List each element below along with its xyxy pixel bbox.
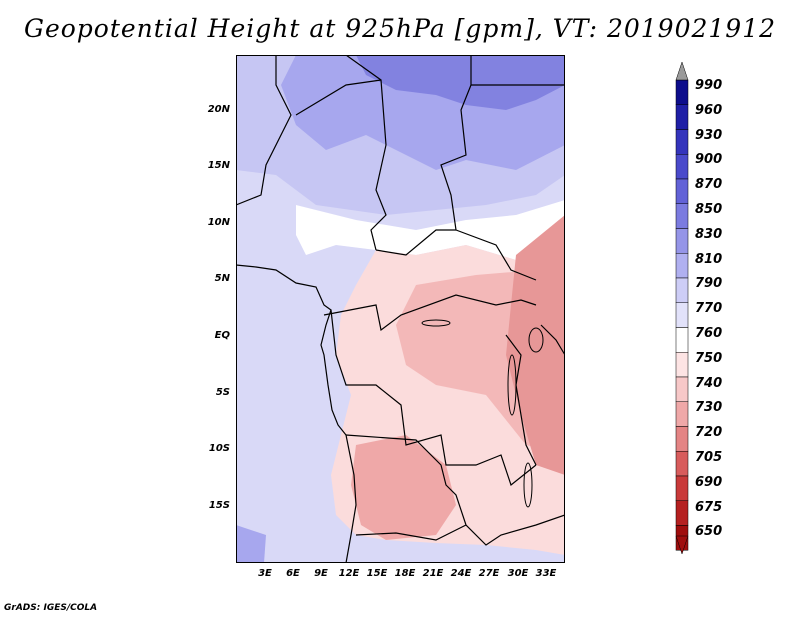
colorbar-swatch [675, 253, 689, 279]
colorbar-label-730: 730 [695, 400, 723, 415]
colorbar-label-960: 960 [695, 103, 723, 118]
lon-label-3e: 3E [258, 568, 272, 579]
colorbar-swatch [675, 178, 689, 204]
lon-label-27e: 27E [478, 568, 500, 579]
colorbar [675, 61, 689, 555]
colorbar-swatch [675, 401, 689, 427]
lon-label-24e: 24E [450, 568, 472, 579]
lat-label-5s: 5S [215, 387, 230, 398]
map-frame [236, 55, 565, 563]
colorbar-swatch [675, 376, 689, 402]
colorbar-swatch [675, 79, 689, 105]
colorbar-label-900: 900 [695, 152, 723, 167]
colorbar-swatch [675, 327, 689, 353]
lon-label-30e: 30E [507, 568, 529, 579]
colorbar-swatch [675, 154, 689, 180]
colorbar-swatch [675, 500, 689, 526]
colorbar-swatch [675, 104, 689, 130]
lon-label-6e: 6E [286, 568, 300, 579]
map-panel [236, 55, 565, 563]
colorbar-swatch [675, 228, 689, 254]
colorbar-bottom-arrow [675, 535, 689, 555]
colorbar-label-790: 790 [695, 276, 723, 291]
colorbar-label-750: 750 [695, 351, 723, 366]
colorbar-label-720: 720 [695, 425, 723, 440]
lat-label-10n: 10N [207, 217, 230, 228]
colorbar-boxes [675, 79, 689, 551]
lon-label-21e: 21E [422, 568, 444, 579]
lon-label-18e: 18E [394, 568, 416, 579]
geopotential-field-map [236, 55, 565, 563]
colorbar-label-990: 990 [695, 78, 723, 93]
colorbar-swatch [675, 277, 689, 303]
lat-label-15s: 15S [208, 500, 230, 511]
lat-label-eq: EQ [214, 330, 230, 341]
colorbar-label-675: 675 [695, 500, 723, 515]
lat-label-5n: 5N [214, 273, 230, 284]
colorbar-swatch [675, 302, 689, 328]
field-atlantic [236, 260, 336, 563]
colorbar-label-930: 930 [695, 128, 723, 143]
colorbar-swatch [675, 426, 689, 452]
colorbar-top-arrow [675, 61, 689, 81]
field-southwest-blue [236, 525, 266, 563]
colorbar-label-830: 830 [695, 227, 723, 242]
grads-credit: GrADS: IGES/COLA [4, 603, 98, 613]
colorbar-swatch [675, 203, 689, 229]
colorbar-label-810: 810 [695, 252, 723, 267]
colorbar-label-690: 690 [695, 475, 723, 490]
colorbar-swatch [675, 129, 689, 155]
lon-label-12e: 12E [338, 568, 360, 579]
country-borders [236, 55, 565, 563]
colorbar-label-770: 770 [695, 301, 723, 316]
field-white-band [296, 200, 565, 260]
lon-label-33e: 33E [535, 568, 557, 579]
colorbar-swatch [675, 451, 689, 477]
colorbar-label-850: 850 [695, 202, 723, 217]
field-southwest-salmon [351, 435, 456, 540]
colorbar-swatch [675, 475, 689, 501]
lat-label-20n: 20N [207, 104, 230, 115]
colorbar-label-870: 870 [695, 177, 723, 192]
colorbar-label-740: 740 [695, 376, 723, 391]
map-title: Geopotential Height at 925hPa [gpm], VT:… [23, 14, 777, 43]
lon-label-15e: 15E [366, 568, 388, 579]
lat-label-15n: 15N [207, 160, 230, 171]
lat-label-10s: 10S [208, 443, 230, 454]
lon-label-9e: 9E [314, 568, 328, 579]
colorbar-swatch [675, 352, 689, 378]
colorbar-label-650: 650 [695, 524, 723, 539]
field-north-dark [356, 55, 565, 110]
lakes [421, 319, 544, 508]
colorbar-label-705: 705 [695, 450, 723, 465]
colorbar-label-760: 760 [695, 326, 723, 341]
